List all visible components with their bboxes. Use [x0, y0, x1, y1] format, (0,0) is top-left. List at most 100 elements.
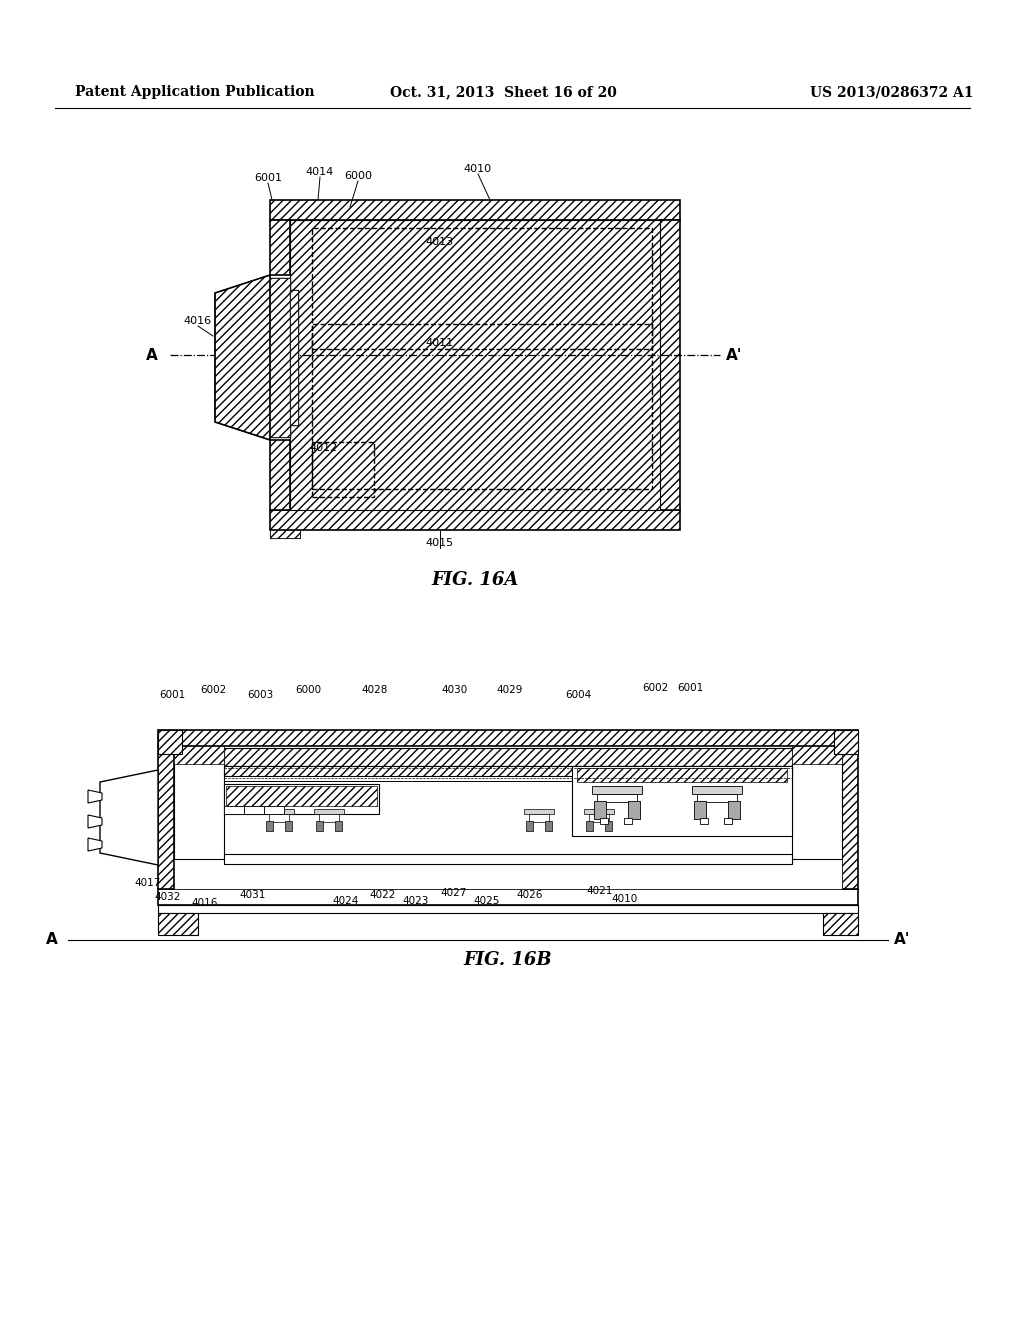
Text: 4031: 4031	[240, 890, 266, 900]
Text: 6001: 6001	[677, 682, 703, 693]
Bar	[285, 821, 292, 832]
Bar	[158, 888, 858, 906]
Text: A: A	[46, 932, 58, 948]
Text: 4021: 4021	[587, 886, 613, 896]
Polygon shape	[100, 770, 158, 865]
Text: 4028: 4028	[361, 685, 388, 696]
Bar	[312, 323, 652, 488]
Text: 4022: 4022	[370, 890, 396, 900]
Text: FIG. 16A: FIG. 16A	[431, 572, 519, 589]
Bar	[226, 785, 377, 807]
Bar	[592, 785, 642, 795]
Bar	[545, 821, 552, 832]
Bar	[697, 795, 737, 803]
Text: 6002: 6002	[200, 685, 226, 696]
Bar	[290, 290, 298, 425]
Text: 4011: 4011	[426, 338, 454, 348]
Text: 4023: 4023	[402, 896, 429, 906]
Text: 6004: 6004	[565, 690, 591, 700]
Bar	[270, 531, 300, 539]
Text: A: A	[146, 347, 158, 363]
Bar	[572, 766, 792, 836]
Text: 6001: 6001	[254, 173, 282, 183]
Text: 4017: 4017	[135, 878, 161, 888]
Bar	[158, 730, 858, 746]
Text: 4026: 4026	[517, 890, 543, 900]
Bar	[660, 220, 680, 510]
Bar	[792, 746, 842, 859]
Bar	[158, 906, 858, 913]
Bar	[290, 220, 660, 510]
Bar	[724, 818, 732, 824]
Text: 6001: 6001	[159, 690, 185, 700]
Bar	[529, 814, 549, 822]
Bar	[694, 801, 706, 818]
Bar	[270, 440, 290, 510]
Bar	[728, 801, 740, 818]
Text: 6000: 6000	[295, 685, 322, 696]
Text: 6002: 6002	[642, 682, 668, 693]
Bar	[224, 766, 792, 776]
Polygon shape	[88, 814, 102, 828]
Text: 4010: 4010	[464, 164, 493, 174]
Bar	[700, 818, 708, 824]
Bar	[600, 818, 608, 824]
Text: 6003: 6003	[247, 690, 273, 700]
Bar	[597, 795, 637, 803]
Text: 4027: 4027	[440, 888, 467, 898]
Bar	[270, 531, 300, 539]
Bar	[224, 776, 792, 781]
Text: A': A'	[894, 932, 910, 948]
Bar	[224, 748, 792, 766]
Text: 4016: 4016	[191, 898, 218, 908]
Bar	[174, 746, 224, 764]
Polygon shape	[88, 838, 102, 851]
Bar	[158, 913, 198, 935]
Bar	[594, 801, 606, 818]
Bar	[823, 913, 858, 935]
Text: 4012: 4012	[310, 444, 338, 453]
Text: 4029: 4029	[497, 685, 523, 696]
Bar	[158, 730, 182, 754]
Bar	[270, 279, 290, 437]
Bar	[316, 821, 323, 832]
Bar	[264, 809, 294, 814]
Text: 4030: 4030	[442, 685, 468, 696]
Bar	[290, 290, 298, 425]
Bar	[577, 768, 787, 781]
Text: 4013: 4013	[426, 238, 454, 247]
Bar	[266, 821, 273, 832]
Bar	[624, 818, 632, 824]
Bar	[174, 746, 224, 859]
Bar	[589, 814, 609, 822]
Bar	[224, 807, 244, 814]
Bar	[312, 228, 652, 348]
Bar	[586, 821, 593, 832]
Bar	[524, 809, 554, 814]
Bar	[834, 730, 858, 754]
Bar	[842, 746, 858, 888]
Text: A': A'	[726, 347, 742, 363]
Bar	[692, 785, 742, 795]
Text: 4014: 4014	[306, 168, 334, 177]
Bar	[270, 201, 680, 220]
Text: Patent Application Publication: Patent Application Publication	[75, 84, 314, 99]
Bar	[319, 814, 339, 822]
Text: 4025: 4025	[474, 896, 500, 906]
Bar	[584, 809, 614, 814]
Bar	[244, 807, 264, 814]
Text: 4010: 4010	[612, 894, 638, 904]
Bar	[314, 809, 344, 814]
Text: FIG. 16B: FIG. 16B	[464, 950, 552, 969]
Bar	[158, 746, 174, 888]
Text: 4015: 4015	[426, 539, 454, 548]
Text: 4024: 4024	[333, 896, 359, 906]
Bar	[224, 784, 379, 814]
Bar	[269, 814, 289, 822]
Text: US 2013/0286372 A1: US 2013/0286372 A1	[810, 84, 974, 99]
Bar	[270, 220, 290, 275]
Text: Oct. 31, 2013  Sheet 16 of 20: Oct. 31, 2013 Sheet 16 of 20	[390, 84, 616, 99]
Text: 6000: 6000	[344, 172, 372, 181]
Bar	[605, 821, 612, 832]
Text: 4032: 4032	[155, 892, 181, 902]
